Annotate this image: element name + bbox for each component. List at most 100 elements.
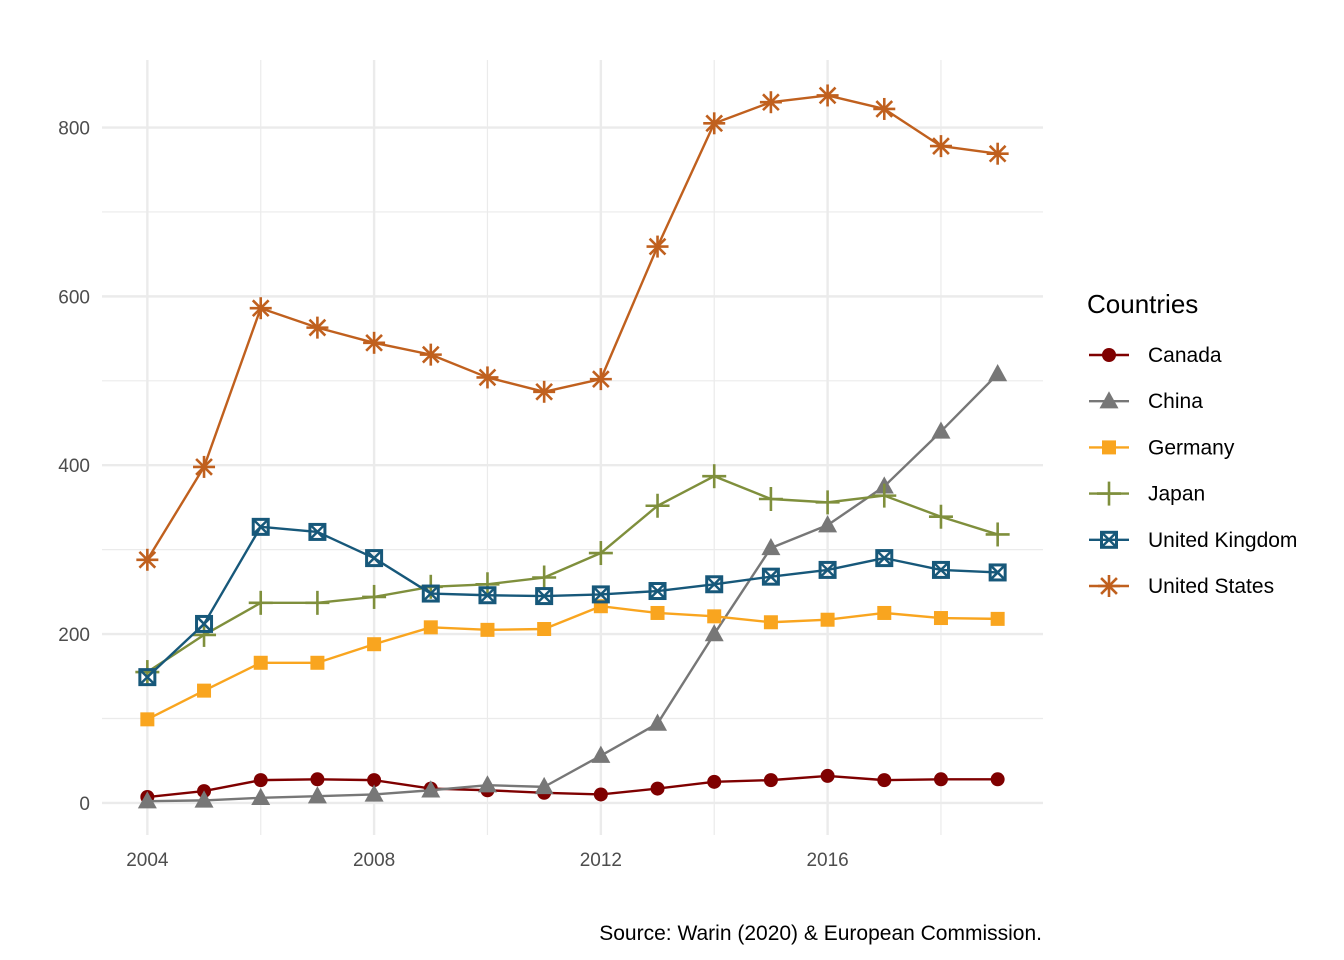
point-box — [875, 549, 894, 568]
legend-item-united-states: United States — [1089, 575, 1274, 598]
point-ast-d2 — [818, 86, 837, 105]
data-point — [759, 91, 782, 114]
point-box-x2 — [422, 585, 440, 602]
point-circle — [763, 773, 778, 788]
data-point — [421, 584, 440, 603]
legend-label: United Kingdom — [1148, 529, 1297, 552]
point-triangle — [1099, 391, 1119, 409]
data-point — [305, 590, 330, 615]
series-line — [147, 774, 998, 799]
data-point — [365, 549, 384, 568]
point-box-x2 — [875, 549, 893, 567]
point-triangle — [591, 745, 611, 763]
legend-label: Canada — [1148, 344, 1222, 367]
x-tick-label: 2016 — [806, 850, 848, 871]
data-point — [1097, 481, 1121, 506]
legend-label: Germany — [1148, 436, 1235, 459]
point-box-x2 — [309, 523, 326, 541]
point-circle — [933, 772, 948, 787]
x-tick-label: 2004 — [126, 850, 169, 871]
point-triangle — [137, 791, 157, 809]
point-box-x2 — [705, 575, 723, 593]
data-point — [253, 655, 268, 670]
data-point — [645, 493, 670, 518]
data-point — [763, 615, 778, 630]
point-triangle — [477, 775, 497, 793]
data-point — [933, 772, 948, 787]
data-point — [815, 490, 840, 515]
data-point — [140, 712, 155, 727]
series-united-states — [136, 84, 1009, 571]
point-square — [820, 612, 835, 627]
point-triangle — [421, 780, 441, 798]
data-point — [877, 773, 892, 788]
data-point — [820, 612, 835, 627]
data-point — [985, 522, 1010, 547]
data-point — [646, 235, 669, 258]
point-ast-d2 — [251, 299, 270, 318]
data-point — [1098, 575, 1120, 597]
data-point — [534, 776, 554, 795]
data-point — [707, 609, 722, 624]
point-box — [818, 560, 837, 579]
data-point — [251, 787, 271, 806]
data-point — [816, 84, 839, 107]
data-point — [1100, 530, 1118, 549]
data-point — [650, 781, 665, 796]
data-point — [1102, 440, 1116, 455]
point-box — [138, 668, 157, 687]
point-triangle — [194, 790, 214, 808]
y-tick-label: 600 — [58, 287, 90, 308]
legend-item-japan: Japan — [1089, 481, 1205, 506]
data-point — [758, 486, 783, 511]
point-circle — [1102, 348, 1116, 362]
data-point — [988, 364, 1008, 382]
data-point — [475, 572, 500, 597]
data-point — [306, 316, 329, 339]
point-box — [478, 586, 497, 605]
x-tick-label: 2012 — [580, 850, 622, 871]
data-point — [990, 772, 1005, 787]
series-line — [146, 605, 998, 721]
point-square — [367, 637, 382, 652]
data-point — [820, 768, 835, 783]
data-point — [818, 560, 837, 579]
point-box — [705, 575, 724, 594]
data-point — [367, 773, 382, 788]
legend-label: United States — [1148, 575, 1274, 598]
point-box-x2 — [195, 615, 213, 633]
point-ast-d2 — [705, 114, 724, 133]
data-point — [990, 611, 1005, 626]
data-point — [702, 464, 727, 489]
data-point — [929, 135, 952, 158]
data-point — [761, 537, 781, 556]
data-point — [1102, 348, 1116, 362]
point-triangle — [534, 776, 554, 795]
point-box — [251, 517, 270, 536]
data-point — [419, 343, 442, 366]
point-square — [140, 712, 155, 727]
point-ast-d2 — [592, 370, 610, 388]
data-point — [703, 112, 726, 135]
y-tick-label: 800 — [58, 119, 90, 140]
data-point — [308, 522, 327, 541]
data-point — [928, 504, 953, 529]
legend-item-canada: Canada — [1089, 344, 1222, 367]
point-circle — [650, 781, 665, 796]
point-box — [591, 585, 610, 604]
legend-item-united-kingdom: United Kingdom — [1089, 529, 1297, 552]
point-square — [990, 611, 1005, 626]
point-square — [650, 605, 665, 620]
point-ast-d2 — [308, 318, 327, 337]
data-point — [195, 614, 214, 633]
point-square — [707, 609, 722, 624]
data-point — [477, 775, 497, 793]
data-point — [588, 541, 613, 566]
point-triangle — [931, 421, 951, 439]
series-line — [147, 373, 999, 803]
data-point — [535, 587, 554, 606]
point-square — [480, 622, 495, 637]
point-ast-d2 — [365, 333, 383, 352]
point-square — [537, 622, 552, 637]
legend-title: Countries — [1087, 289, 1198, 319]
